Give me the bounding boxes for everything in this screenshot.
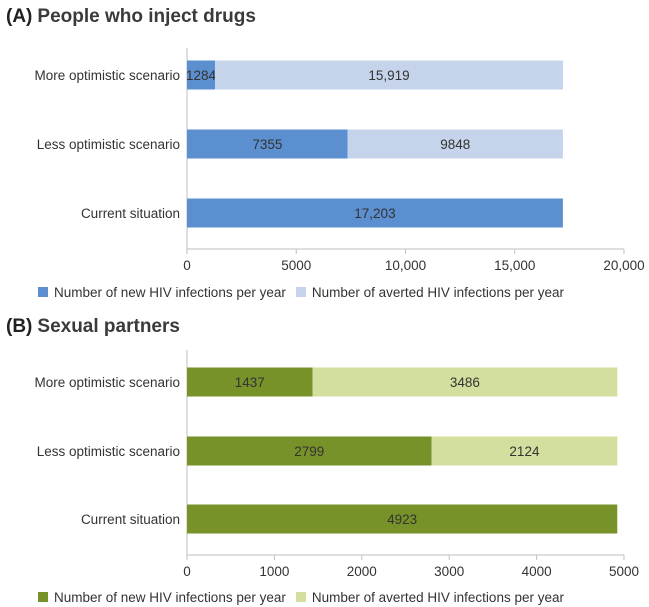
bar-segment — [187, 60, 216, 90]
category-label: Less optimistic scenario — [37, 444, 180, 459]
chart-b-plot: 0 1000 2000 3000 4000 5000 More optimistic sce… — [34, 350, 639, 579]
x-tick-label: 10,000 — [385, 258, 426, 273]
x-tick-label: 15,000 — [494, 258, 535, 273]
bar-segment — [187, 367, 313, 397]
data-label: 4923 — [387, 512, 417, 527]
data-label: 7355 — [252, 137, 282, 152]
bar-segment — [215, 60, 563, 90]
panel-b-title-text: Sexual partners — [37, 316, 180, 337]
x-tick-label: 4000 — [522, 564, 552, 579]
legend-label-averted: Number of averted HIV infections per yea… — [311, 284, 564, 300]
x-tick-label: 20,000 — [603, 258, 644, 273]
data-label: 3486 — [450, 375, 480, 390]
legend-swatch-new — [38, 287, 48, 297]
chart-a-plot: 0 5000 10,000 15,000 20,000 More optimistic s… — [34, 48, 645, 273]
legend-label-averted: Number of averted HIV infections per yea… — [311, 589, 564, 605]
panel-a-title-text: People who inject drugs — [37, 6, 256, 27]
legend-swatch-new — [38, 592, 48, 602]
data-label: 2124 — [509, 444, 540, 459]
x-tick-label: 5000 — [609, 564, 639, 579]
legend-label-new: Number of new HIV infections per year — [54, 284, 286, 300]
legend-swatch-averted — [295, 592, 306, 602]
panel-b-letter: (B) — [6, 316, 33, 337]
bar-segment — [347, 129, 563, 159]
x-tick-label: 0 — [183, 258, 191, 273]
bar-segment — [187, 436, 432, 466]
legend-swatch-averted — [295, 287, 306, 297]
data-label: 9848 — [440, 137, 470, 152]
legend-label-new: Number of new HIV infections per year — [54, 589, 286, 605]
x-tick-label: 1000 — [259, 564, 289, 579]
category-label: Current situation — [81, 206, 180, 221]
data-label: 15,919 — [368, 68, 409, 83]
data-label: 17,203 — [354, 206, 395, 221]
x-tick-label: 3000 — [434, 564, 464, 579]
chart-panel-a: (A) People who inject drugs 0 5000 10,000 15… — [0, 0, 649, 303]
data-label: 1284 — [186, 68, 217, 83]
category-label: More optimistic scenario — [34, 375, 180, 390]
chart-a-legend: Number of new HIV infections per year Nu… — [38, 282, 574, 302]
legend-item-new-infections: Number of new HIV infections per year — [38, 590, 286, 605]
panel-a-letter: (A) — [6, 6, 33, 27]
data-label: 2799 — [294, 444, 324, 459]
bar-segment — [187, 129, 348, 159]
legend-item-new-infections: Number of new HIV infections per year — [38, 285, 286, 300]
bar-segment — [431, 436, 618, 466]
x-tick-label: 2000 — [347, 564, 377, 579]
chart-b-legend: Number of new HIV infections per year Nu… — [38, 587, 574, 607]
bar-segment — [312, 367, 618, 397]
category-label: More optimistic scenario — [34, 68, 180, 83]
panel-b-title: (B) Sexual partners — [6, 316, 180, 338]
x-tick-label: 0 — [183, 564, 191, 579]
data-label: 1437 — [235, 375, 265, 390]
bar-segment — [187, 504, 618, 534]
legend-item-averted-infections: Number of averted HIV infections per yea… — [295, 589, 564, 605]
legend-item-averted-infections: Number of averted HIV infections per yea… — [295, 284, 564, 300]
x-tick-label: 5000 — [281, 258, 311, 273]
panel-a-title: (A) People who inject drugs — [6, 6, 256, 28]
chart-panel-b: (B) Sexual partners 0 1000 2000 3000 4000 5000… — [0, 310, 649, 607]
bar-segment — [187, 198, 563, 228]
category-label: Less optimistic scenario — [37, 137, 180, 152]
category-label: Current situation — [81, 512, 180, 527]
